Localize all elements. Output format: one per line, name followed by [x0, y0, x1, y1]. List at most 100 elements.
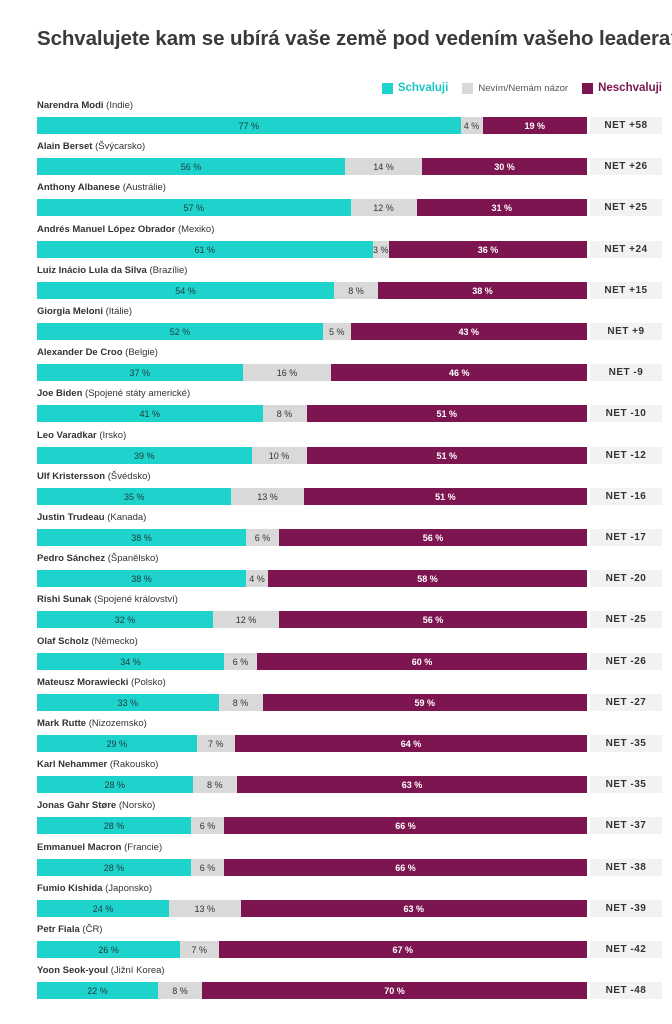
bar-segment-neutral: 6 %: [224, 653, 257, 670]
chart-row: Leo Varadkar (Irsko) 39 % 10 % 51 % NET -12: [37, 430, 662, 468]
stacked-bar: 57 % 12 % 31 %: [37, 199, 587, 216]
net-value: NET +24: [590, 241, 662, 258]
legend-label-disapprove: Neschvaluji: [598, 82, 662, 94]
legend: Schvaluji Nevím/Nemám názor Neschvaluji: [368, 82, 662, 94]
bar-segment-approve: 32 %: [37, 611, 213, 628]
leader-name: Yoon Seok-youl: [37, 965, 109, 976]
net-value: NET -25: [590, 611, 662, 628]
net-value: NET +58: [590, 117, 662, 134]
leader-name: Ulf Kristersson: [37, 471, 106, 482]
leader-label: Narendra Modi (Indie): [37, 100, 133, 111]
stacked-bar: 28 % 6 % 66 %: [37, 859, 587, 876]
bar-segment-disapprove: 66 %: [224, 859, 587, 876]
net-value: NET -16: [590, 488, 662, 505]
bar-segment-neutral: 10 %: [251, 447, 307, 464]
bar-segment-disapprove: 59 %: [262, 694, 587, 711]
leader-country: (Irsko): [99, 430, 127, 441]
leader-country: (Švýcarsko): [95, 141, 146, 152]
chart-row: Anthony Albanese (Austrálie) 57 % 12 % 31 %…: [37, 182, 662, 220]
net-value: NET -9: [590, 364, 662, 381]
bar-segment-neutral: 6 %: [246, 529, 279, 546]
leader-name: Giorgia Meloni: [37, 306, 103, 317]
bar-segment-disapprove: 58 %: [268, 570, 587, 587]
chart-row: Yoon Seok-youl (Jižní Korea) 22 % 8 % 70 % N…: [37, 965, 662, 1003]
net-value: NET -20: [590, 570, 662, 587]
bar-segment-disapprove: 67 %: [218, 941, 587, 958]
chart-row: Mateusz Morawiecki (Polsko) 33 % 8 % 59 % NE…: [37, 677, 662, 715]
leader-label: Yoon Seok-youl (Jižní Korea): [37, 965, 165, 976]
net-value: NET -27: [590, 694, 662, 711]
bar-segment-disapprove: 43 %: [350, 323, 587, 340]
legend-item-approve: Schvaluji: [381, 82, 448, 94]
bar-segment-disapprove: 56 %: [279, 611, 587, 628]
leader-name: Leo Varadkar: [37, 430, 97, 441]
leader-name: Olaf Scholz: [37, 636, 89, 647]
leader-country: (Jižní Korea): [110, 965, 165, 976]
chart-title: Schvalujete kam se ubírá vaše země pod v…: [37, 27, 672, 50]
bar-segment-neutral: 13 %: [231, 488, 304, 505]
bar-segment-approve: 33 %: [37, 694, 219, 711]
bar-segment-disapprove: 51 %: [303, 488, 587, 505]
leader-name: Andrés Manuel López Obrador: [37, 224, 176, 235]
bar-segment-neutral: 4 %: [460, 117, 483, 134]
chart-row: Emmanuel Macron (Francie) 28 % 6 % 66 % NET …: [37, 842, 662, 880]
net-value: NET -10: [590, 405, 662, 422]
leader-label: Luiz Inácio Lula da Silva (Brazílie): [37, 265, 187, 276]
bar-segment-disapprove: 63 %: [236, 776, 587, 793]
stacked-bar: 37 % 16 % 46 %: [37, 364, 587, 381]
net-value: NET -35: [590, 776, 662, 793]
bar-segment-neutral: 6 %: [191, 859, 224, 876]
bar-segment-neutral: 8 %: [334, 282, 378, 299]
leader-label: Jonas Gahr Støre (Norsko): [37, 800, 155, 811]
leader-name: Rishi Sunak: [37, 594, 92, 605]
chart-row: Petr Fiala (ČR) 26 % 7 % 67 % NET -42: [37, 924, 662, 962]
leader-country: (Polsko): [130, 677, 166, 688]
leader-label: Olaf Scholz (Německo): [37, 636, 138, 647]
net-value: NET -37: [590, 817, 662, 834]
bar-segment-neutral: 3 %: [372, 241, 389, 258]
bar-segment-neutral: 14 %: [345, 158, 422, 175]
net-value: NET -39: [590, 900, 662, 917]
leader-country: (Nizozemsko): [88, 718, 147, 729]
bar-segment-neutral: 12 %: [213, 611, 279, 628]
legend-item-disapprove: Neschvaluji: [582, 82, 662, 94]
bar-segment-disapprove: 38 %: [378, 282, 587, 299]
stacked-bar: 35 % 13 % 51 %: [37, 488, 587, 505]
bar-segment-disapprove: 66 %: [224, 817, 587, 834]
chart-row: Giorgia Meloni (Itálie) 52 % 5 % 43 % NET +9: [37, 306, 662, 344]
bar-segment-approve: 52 %: [37, 323, 323, 340]
leader-name: Narendra Modi: [37, 100, 104, 111]
stacked-bar: 34 % 6 % 60 %: [37, 653, 587, 670]
net-value: NET -26: [590, 653, 662, 670]
stacked-bar: 41 % 8 % 51 %: [37, 405, 587, 422]
leader-country: (Japonsko): [105, 883, 153, 894]
bar-segment-neutral: 7 %: [196, 735, 235, 752]
stacked-bar: 54 % 8 % 38 %: [37, 282, 587, 299]
chart-row: Olaf Scholz (Německo) 34 % 6 % 60 % NET -26: [37, 636, 662, 674]
chart-row: Rishi Sunak (Spojené království) 32 % 12 %…: [37, 594, 662, 632]
leader-label: Leo Varadkar (Irsko): [37, 430, 126, 441]
bar-segment-disapprove: 64 %: [235, 735, 587, 752]
legend-swatch-approve: [381, 82, 393, 94]
stacked-bar: 38 % 6 % 56 %: [37, 529, 587, 546]
leader-name: Mateusz Morawiecki: [37, 677, 129, 688]
net-value: NET -17: [590, 529, 662, 546]
bar-segment-disapprove: 70 %: [202, 982, 587, 999]
bar-segment-disapprove: 56 %: [279, 529, 587, 546]
bar-segment-approve: 54 %: [37, 282, 334, 299]
bar-segment-approve: 28 %: [37, 776, 193, 793]
leader-name: Luiz Inácio Lula da Silva: [37, 265, 147, 276]
bar-segment-neutral: 16 %: [242, 364, 332, 381]
bar-segment-approve: 37 %: [37, 364, 243, 381]
leader-country: (Spojené státy americké): [85, 388, 191, 399]
net-value: NET -38: [590, 859, 662, 876]
stacked-bar: 28 % 8 % 63 %: [37, 776, 587, 793]
leader-country: (Itálie): [105, 306, 133, 317]
leader-country: (Francie): [124, 842, 163, 853]
leader-name: Karl Nehammer: [37, 759, 108, 770]
leader-label: Alain Berset (Švýcarsko): [37, 141, 145, 152]
legend-label-neutral: Nevím/Nemám názor: [478, 82, 569, 94]
bar-segment-approve: 56 %: [37, 158, 345, 175]
leader-label: Petr Fiala (ČR): [37, 924, 102, 935]
bar-segment-disapprove: 63 %: [240, 900, 587, 917]
